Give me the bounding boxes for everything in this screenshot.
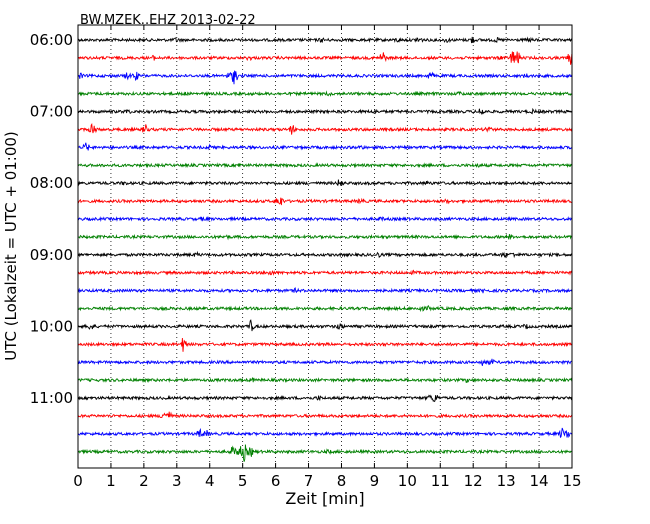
x-tick-label-13: 13 xyxy=(497,472,516,490)
y-tick-label-3: 09:00 xyxy=(30,246,73,264)
trace-1115 xyxy=(77,411,573,419)
y-tick-label-4: 10:00 xyxy=(30,317,73,335)
y-axis-label: UTC (Lokalzeit = UTC + 01:00) xyxy=(2,131,20,361)
x-tick-label-1: 1 xyxy=(106,472,116,490)
x-axis-label: Zeit [min] xyxy=(285,489,364,508)
chart-title: BW.MZEK..EHZ 2013-02-22 xyxy=(80,13,256,28)
trace-0915 xyxy=(77,269,573,276)
trace-1130 xyxy=(77,427,573,439)
trace-0845 xyxy=(77,233,572,241)
trace-0745 xyxy=(77,162,573,169)
x-tick-label-0: 0 xyxy=(73,472,83,490)
grid-layer xyxy=(110,25,540,468)
x-tick-label-14: 14 xyxy=(530,472,549,490)
y-tick-label-5: 11:00 xyxy=(30,389,73,407)
trace-0815 xyxy=(77,197,572,206)
x-tick-label-9: 9 xyxy=(370,472,380,490)
trace-1145 xyxy=(77,444,572,462)
trace-0615 xyxy=(77,51,573,65)
x-tick-label-15: 15 xyxy=(562,472,581,490)
plot-frame xyxy=(77,24,573,469)
trace-1045 xyxy=(77,376,573,384)
trace-0830 xyxy=(77,216,573,223)
x-tick-label-10: 10 xyxy=(398,472,417,490)
trace-layer xyxy=(77,36,573,462)
trace-1100 xyxy=(77,394,573,403)
trace-0600 xyxy=(77,36,573,44)
trace-0930 xyxy=(77,287,573,294)
y-tick-label-1: 07:00 xyxy=(30,103,73,121)
x-tick-label-5: 5 xyxy=(238,472,248,490)
x-tick-label-3: 3 xyxy=(172,472,182,490)
x-tick-label-7: 7 xyxy=(304,472,314,490)
trace-0800 xyxy=(77,179,572,187)
trace-1030 xyxy=(77,358,572,366)
y-tick-label-0: 06:00 xyxy=(30,31,73,49)
trace-0630 xyxy=(77,70,573,85)
trace-0945 xyxy=(77,304,573,313)
x-tick-label-6: 6 xyxy=(271,472,281,490)
x-tick-label-8: 8 xyxy=(337,472,347,490)
trace-0730 xyxy=(77,142,572,151)
x-tick-label-2: 2 xyxy=(139,472,149,490)
trace-0715 xyxy=(77,123,573,135)
x-tick-label-4: 4 xyxy=(205,472,215,490)
trace-0645 xyxy=(77,90,573,97)
x-tick-label-12: 12 xyxy=(464,472,483,490)
x-tick-label-11: 11 xyxy=(431,472,450,490)
trace-0900 xyxy=(77,250,573,259)
y-tick-label-2: 08:00 xyxy=(30,174,73,192)
tick-layer: 0 1 2 3 4 5 6 7 8 9 10 11 12 13 14 1506:0007:0008:0009:… xyxy=(30,25,582,490)
trace-0700 xyxy=(77,107,573,116)
trace-1015 xyxy=(77,337,573,352)
trace-1000 xyxy=(77,319,573,332)
